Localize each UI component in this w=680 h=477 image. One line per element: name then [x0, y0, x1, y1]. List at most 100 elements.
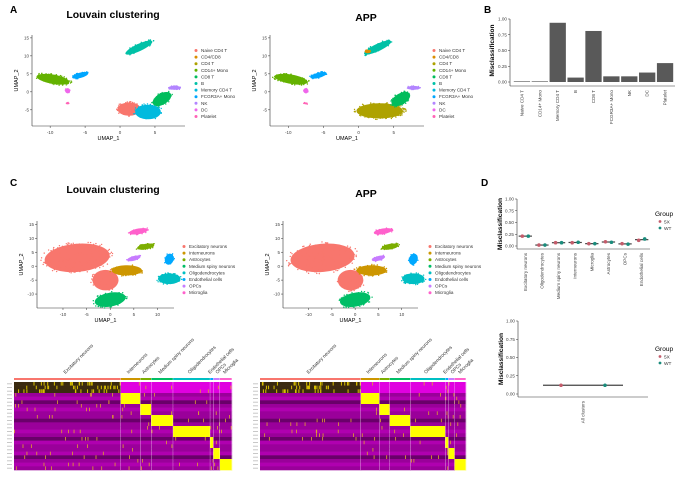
heatmap-cell: [151, 455, 174, 460]
data-point: [311, 251, 313, 254]
data-point: [96, 272, 98, 274]
cluster-color-bar: [210, 378, 214, 380]
data-point: [315, 76, 318, 79]
x-tick-label: -5: [85, 312, 89, 317]
data-point: [362, 272, 364, 275]
heatmap-cell: [210, 411, 214, 416]
data-point: [334, 260, 336, 263]
heatmap-cell: [213, 389, 221, 394]
data-point: [401, 276, 403, 278]
data-point: [345, 249, 347, 252]
heatmap-cell: [410, 455, 446, 460]
data-point: [303, 81, 305, 83]
data-point: [401, 112, 403, 115]
data-point: [377, 106, 380, 109]
data-point: [314, 246, 317, 249]
data-point: [367, 292, 370, 294]
data-point: [67, 259, 69, 262]
data-point: [422, 278, 425, 280]
heatmap-cell: [360, 382, 380, 386]
heatmap-cell: [389, 448, 411, 452]
data-point: [327, 250, 330, 253]
data-point: [356, 250, 358, 252]
data-point: [145, 109, 148, 112]
heatmap-cell: [220, 411, 233, 416]
data-point: [134, 271, 136, 274]
data-point: [139, 270, 141, 273]
heatmap-cell: [448, 396, 455, 401]
heatmap-cell: [213, 433, 221, 438]
data-point: [328, 247, 330, 250]
data-point: [339, 254, 341, 256]
data-point: [295, 266, 298, 268]
gene-label: [7, 442, 12, 443]
cluster-color-bar: [220, 378, 232, 380]
data-point: [158, 102, 161, 105]
data-point: [334, 264, 336, 267]
data-point: [97, 273, 100, 276]
data-point: [121, 265, 123, 268]
heatmap-speckle: [320, 389, 322, 393]
data-point: [171, 273, 173, 276]
data-point: [333, 248, 335, 251]
heatmap-cell: [220, 455, 233, 460]
heatmap-cell: [389, 433, 411, 438]
data-point: [331, 253, 334, 256]
data-point: [100, 271, 102, 274]
data-point: [324, 242, 327, 244]
data-point: [170, 85, 173, 87]
data-point: [148, 107, 150, 110]
data-point: [301, 82, 303, 85]
data-point: [347, 306, 350, 309]
heatmap-cell: [14, 448, 122, 452]
heatmap-speckle: [212, 459, 214, 463]
data-point: [406, 98, 409, 101]
data-point: [333, 247, 336, 249]
heatmap-speckle: [175, 437, 177, 441]
data-point: [65, 258, 68, 260]
data-point: [65, 256, 67, 258]
data-point: [370, 102, 372, 104]
heatmap-cell: [260, 462, 362, 467]
heatmap-speckle: [359, 382, 361, 386]
data-point: [310, 74, 313, 76]
data-point: [282, 79, 285, 82]
heatmap-cell: [140, 462, 152, 467]
heatmap-cell: [379, 459, 391, 463]
heatmap-speckle: [414, 418, 416, 423]
data-point: [397, 244, 399, 247]
heatmap-speckle: [403, 433, 404, 437]
x-tick-label: NK: [627, 89, 632, 96]
heatmap-speckle: [291, 385, 293, 390]
data-point: [375, 103, 377, 105]
data-point: [386, 270, 388, 272]
data-point: [95, 274, 97, 276]
gene-label: [253, 401, 258, 403]
heatmap-speckle: [54, 407, 56, 412]
heatmap-speckle: [122, 444, 124, 448]
data-point: [143, 43, 145, 45]
y-tick-label: 1.00: [506, 319, 515, 324]
data-point: [295, 75, 297, 78]
data-point: [384, 41, 386, 44]
data-point: [53, 246, 55, 249]
data-point: [390, 41, 393, 43]
data-point: [305, 269, 308, 272]
point-wt: [609, 240, 614, 245]
data-point: [128, 101, 131, 104]
data-point: [52, 248, 55, 250]
data-point: [130, 105, 132, 107]
heatmap-speckle: [143, 393, 145, 397]
heatmap-speckle: [327, 385, 329, 390]
legend-label: Platelet: [201, 114, 217, 119]
data-point: [370, 46, 372, 49]
data-point: [122, 296, 124, 298]
data-point: [403, 107, 405, 110]
data-point: [308, 79, 310, 82]
data-point: [390, 104, 392, 106]
data-point: [376, 266, 378, 269]
x-tick-label: 10: [399, 312, 405, 317]
data-point: [65, 261, 67, 264]
heatmap-cell: [360, 444, 380, 449]
legend-swatch: [182, 245, 186, 248]
